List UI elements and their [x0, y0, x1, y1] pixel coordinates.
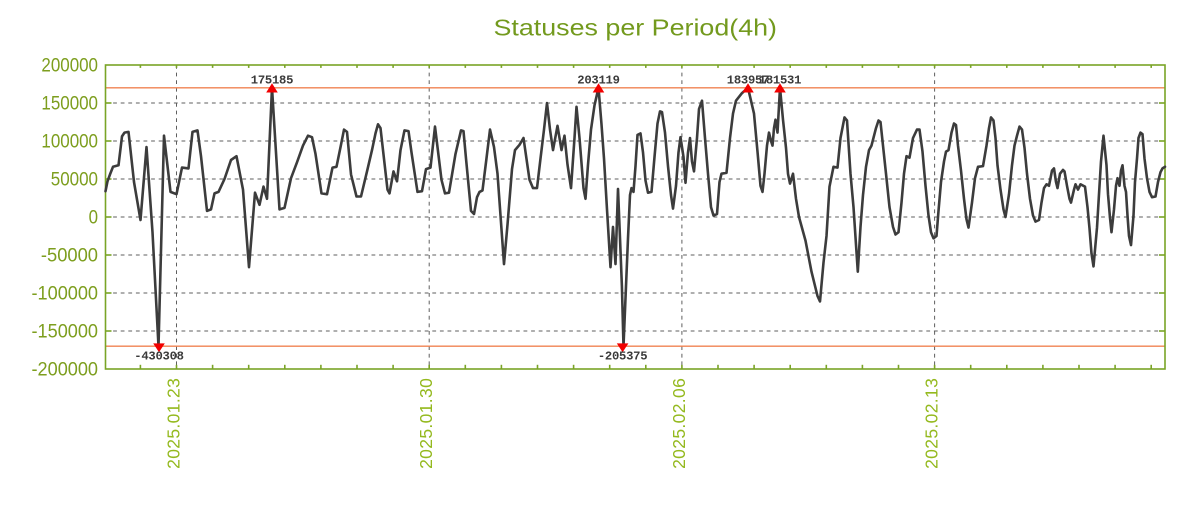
- svg-text:Statuses per Period(4h): Statuses per Period(4h): [494, 15, 778, 41]
- svg-text:-200000: -200000: [32, 359, 99, 380]
- svg-text:2025.02.06: 2025.02.06: [669, 378, 689, 469]
- svg-text:200000: 200000: [41, 55, 98, 76]
- svg-text:2025.01.30: 2025.01.30: [416, 378, 436, 469]
- svg-text:-50000: -50000: [41, 245, 98, 266]
- svg-text:2025.02.13: 2025.02.13: [922, 378, 942, 469]
- svg-text:-150000: -150000: [32, 321, 99, 342]
- svg-text:-100000: -100000: [32, 283, 99, 304]
- svg-text:-430308: -430308: [134, 349, 183, 363]
- svg-text:-205375: -205375: [598, 349, 647, 363]
- svg-text:203119: 203119: [577, 74, 619, 88]
- svg-text:0: 0: [89, 207, 98, 228]
- svg-text:50000: 50000: [51, 169, 98, 190]
- svg-text:181531: 181531: [759, 74, 801, 88]
- svg-text:150000: 150000: [41, 93, 98, 114]
- svg-text:100000: 100000: [41, 131, 98, 152]
- svg-text:175185: 175185: [251, 74, 293, 88]
- svg-text:183957: 183957: [727, 74, 769, 88]
- svg-text:2025.01.23: 2025.01.23: [164, 378, 184, 469]
